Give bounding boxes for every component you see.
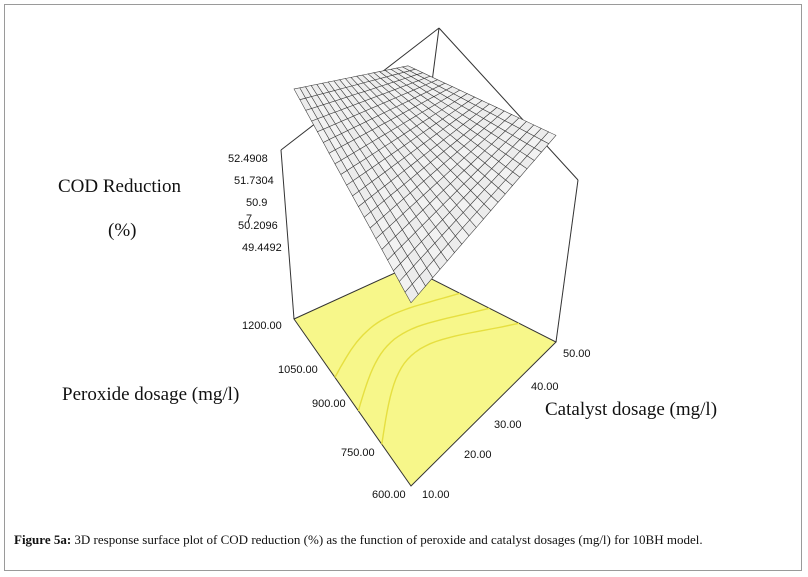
z-tick-label: 50.2096 — [238, 220, 278, 232]
caption-text: 3D response surface plot of COD reductio… — [71, 532, 703, 547]
y-tick-label: 10.00 — [422, 489, 450, 501]
contour-lines — [334, 292, 520, 445]
box-edge — [555, 179, 579, 343]
surface-patch — [404, 283, 419, 304]
x-tick-label: 1200.00 — [242, 320, 282, 332]
y-axis-title: Catalyst dosage (mg/l) — [545, 399, 717, 420]
z-tick-label: 52.4908 — [228, 153, 268, 165]
y-tick-label: 50.00 — [563, 348, 591, 360]
z-axis-title-line1: COD Reduction — [58, 176, 181, 197]
contour-floor — [293, 266, 557, 487]
y-tick-label: 20.00 — [464, 449, 492, 461]
y-tick-label: 40.00 — [531, 381, 559, 393]
caption-label: Figure 5a: — [14, 532, 72, 547]
z-axis-title-line2: (%) — [108, 220, 136, 241]
z-tick-fragment: 7 — [246, 213, 252, 225]
contour-line — [381, 322, 520, 445]
z-tick-label: 49.4492 — [242, 242, 282, 254]
contour-line — [357, 307, 490, 412]
box-edge — [280, 149, 295, 320]
box-edge — [438, 27, 579, 181]
contour-line — [334, 292, 461, 378]
x-tick-label: 600.00 — [372, 489, 406, 501]
x-tick-label: 750.00 — [341, 447, 375, 459]
z-tick-label: 50.9 — [246, 197, 267, 209]
x-tick-label: 1050.00 — [278, 364, 318, 376]
response-surface — [293, 65, 557, 304]
x-tick-label: 900.00 — [312, 398, 346, 410]
x-axis-title: Peroxide dosage (mg/l) — [62, 384, 239, 405]
z-tick-label: 51.7304 — [234, 175, 274, 187]
y-tick-label: 30.00 — [494, 419, 522, 431]
figure-caption: Figure 5a: 3D response surface plot of C… — [14, 532, 794, 548]
